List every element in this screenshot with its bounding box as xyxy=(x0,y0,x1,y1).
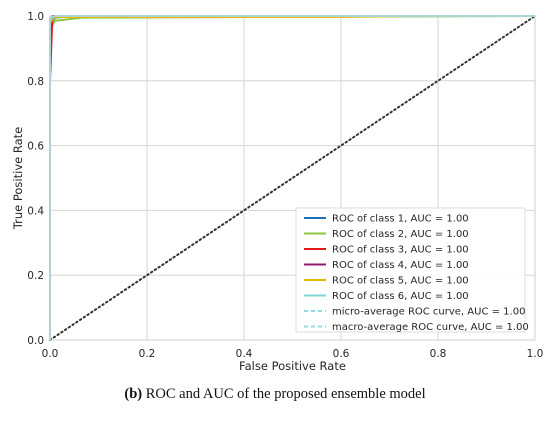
legend-label-6: ROC of class 6, AUC = 1.00 xyxy=(332,291,469,302)
x-tick-label: 0.8 xyxy=(430,348,447,360)
roc-chart: 0.0 0.2 0.4 0.6 0.8 1.0 0.0 0.2 0.4 0.6 0.8 1.0 Fa… xyxy=(11,11,544,373)
x-tick-label: 0.4 xyxy=(236,348,253,360)
legend-label-8: macro-average ROC curve, AUC = 1.00 xyxy=(332,322,529,333)
y-tick-labels: 0.0 0.2 0.4 0.6 0.8 1.0 xyxy=(27,11,44,347)
legend-box xyxy=(295,207,526,333)
legend-label-1: ROC of class 1, AUC = 1.00 xyxy=(332,214,469,225)
figure-caption: (b) ROC and AUC of the proposed ensemble… xyxy=(0,386,550,403)
legend: ROC of class 1, AUC = 1.00 ROC of class 2… xyxy=(295,207,529,333)
x-tick-labels: 0.0 0.2 0.4 0.6 0.8 1.0 xyxy=(42,348,544,360)
legend-label-4: ROC of class 4, AUC = 1.00 xyxy=(332,260,469,271)
y-tick-label: 0.0 xyxy=(27,335,44,347)
y-tick-label: 0.6 xyxy=(27,141,44,153)
y-tick-label: 0.2 xyxy=(27,270,44,282)
axes-frame xyxy=(49,15,536,341)
y-axis-label: True Positive Rate xyxy=(11,127,25,230)
reference-line xyxy=(49,15,536,341)
legend-label-2: ROC of class 2, AUC = 1.00 xyxy=(332,229,469,240)
x-tick-label: 0.2 xyxy=(139,348,156,360)
y-tick-label: 0.8 xyxy=(27,76,44,88)
chance-diagonal-line xyxy=(49,15,536,341)
grid xyxy=(49,15,536,341)
x-tick-label: 0.6 xyxy=(333,348,350,360)
y-tick-label: 0.4 xyxy=(27,205,44,217)
legend-label-3: ROC of class 3, AUC = 1.00 xyxy=(332,245,469,256)
x-tick-label: 0.0 xyxy=(42,348,59,360)
x-tick-label: 1.0 xyxy=(527,348,544,360)
x-axis-label: False Positive Rate xyxy=(239,359,346,373)
legend-label-5: ROC of class 5, AUC = 1.00 xyxy=(332,276,469,287)
y-tick-label: 1.0 xyxy=(27,11,44,23)
legend-label-7: micro-average ROC curve, AUC = 1.00 xyxy=(332,307,525,318)
plot-frame xyxy=(49,15,536,341)
caption-text: ROC and AUC of the proposed ensemble mod… xyxy=(145,386,426,402)
caption-tag: (b) xyxy=(124,386,143,402)
